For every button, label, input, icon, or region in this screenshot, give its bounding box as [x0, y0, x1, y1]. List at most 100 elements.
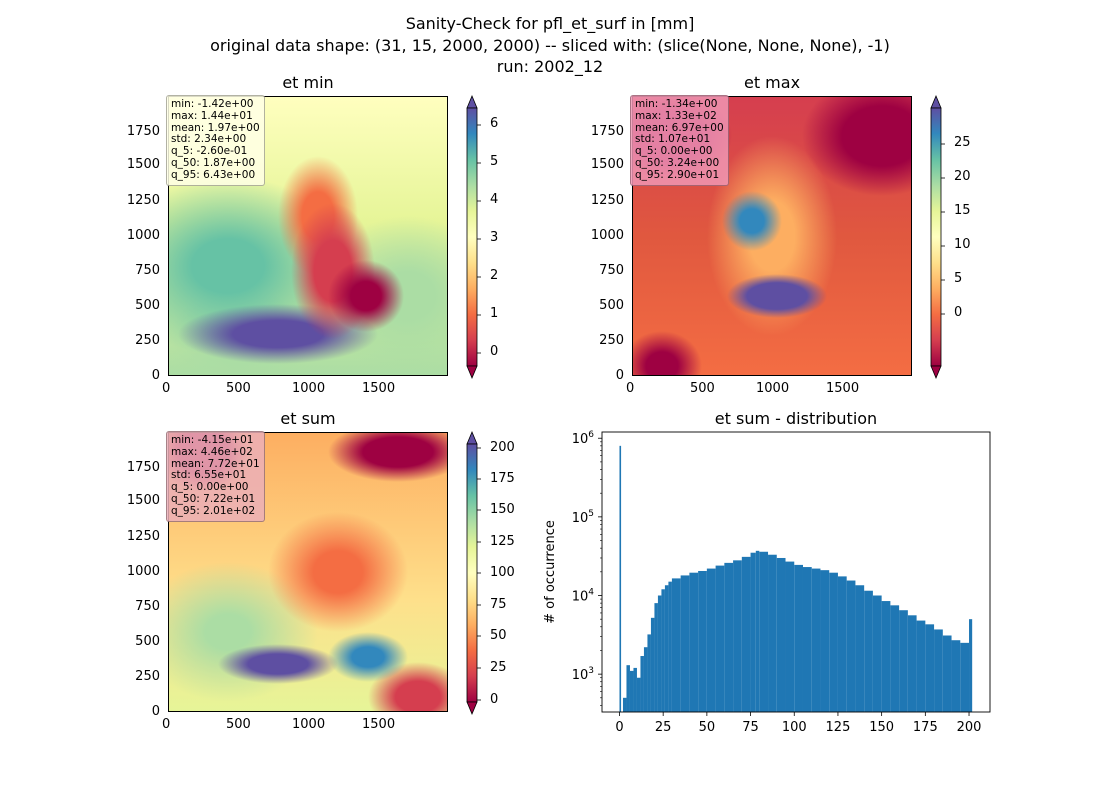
- stat-mean: mean: 7.72e+01: [171, 457, 260, 470]
- histogram-bar: [872, 595, 882, 712]
- histogram-bar: [640, 656, 644, 712]
- x-tick-label: 75: [742, 720, 759, 735]
- histogram-bar: [733, 560, 742, 712]
- stat-min: min: -1.42e+00: [171, 98, 254, 110]
- colorbar-et-max: [930, 94, 945, 380]
- stat-max: max: 1.44e+01: [171, 109, 253, 122]
- colorbar-tick: 50: [490, 628, 507, 643]
- y-tick: 1500: [126, 493, 160, 508]
- y-tick: 500: [135, 298, 160, 313]
- colorbar-tick: 20: [954, 169, 971, 184]
- y-tick: 1000: [126, 564, 160, 579]
- x-tick-label: 125: [826, 720, 851, 735]
- histogram-bar: [881, 601, 891, 712]
- stats-box-et-sum: min: -4.15e+01 max: 4.46e+02 mean: 7.72e…: [166, 431, 265, 522]
- x-tick: 1000: [292, 717, 326, 732]
- colorbar-tick: 200: [490, 440, 515, 455]
- colorbar-tick: 25: [490, 660, 507, 675]
- x-tick: 0: [162, 717, 171, 732]
- histogram-bar: [671, 578, 681, 712]
- stat-q95: q_95: 2.90e+01: [635, 168, 720, 181]
- colorbar-tick: 0: [490, 344, 499, 359]
- histogram-bar: [629, 670, 634, 712]
- x-tick-label: 0: [615, 720, 623, 735]
- figure-title-line1: Sanity-Check for pfl_et_surf in [mm]: [405, 14, 695, 33]
- histogram-bar: [934, 629, 943, 712]
- histogram-bar: [626, 665, 630, 712]
- x-tick-label: 175: [913, 720, 938, 735]
- colorbar-tick: 150: [490, 502, 515, 517]
- stat-std: std: 2.34e+00: [171, 133, 247, 146]
- histogram-bar: [837, 576, 847, 712]
- y-tick: 0: [151, 704, 160, 719]
- stat-mean: mean: 6.97e+00: [635, 121, 724, 134]
- histogram-bar: [689, 572, 699, 712]
- y-tick: 250: [599, 333, 624, 348]
- histogram-bar: [698, 570, 707, 712]
- stats-box-et-min: min: -1.42e+00 max: 1.44e+01 mean: 1.97e…: [166, 95, 265, 186]
- stat-max: max: 4.46e+02: [171, 445, 253, 458]
- histogram-bar: [890, 605, 900, 712]
- stat-q95: q_95: 6.43e+00: [171, 168, 256, 181]
- histogram-bar: [650, 617, 655, 712]
- y-tick: 1000: [590, 228, 624, 243]
- colorbar-tick: 175: [490, 471, 515, 486]
- y-tick: 500: [599, 298, 624, 313]
- histogram-bar: [619, 445, 622, 712]
- histogram-bar: [899, 610, 908, 712]
- stat-q50: q_50: 3.24e+00: [635, 156, 720, 169]
- x-tick-label: 150: [869, 720, 894, 735]
- y-tick: 1750: [126, 124, 160, 139]
- y-tick-label: 104: [572, 588, 595, 605]
- histogram-bar: [864, 590, 873, 712]
- x-tick: 0: [162, 381, 171, 396]
- stat-min: min: -1.34e+00: [635, 98, 718, 110]
- histogram-bar: [657, 595, 662, 712]
- histogram-bar: [802, 567, 812, 712]
- stat-q5: q_5: 0.00e+00: [635, 145, 713, 158]
- histogram-bar: [668, 581, 672, 712]
- histogram-bar: [654, 603, 658, 712]
- x-tick: 500: [226, 381, 251, 396]
- y-tick: 0: [615, 368, 624, 383]
- histogram-bar: [829, 572, 838, 712]
- y-tick: 500: [135, 634, 160, 649]
- panel-title-et-sum: et sum: [280, 409, 336, 428]
- histogram-bar: [724, 562, 734, 712]
- figure-title-line3: run: 2002_12: [496, 57, 604, 76]
- histogram-bar: [785, 561, 795, 712]
- panel-title-et-min: et min: [282, 73, 334, 92]
- x-tick: 1000: [292, 381, 326, 396]
- histogram-bar: [794, 564, 803, 712]
- y-tick: 1250: [126, 193, 160, 208]
- histogram-bar: [776, 557, 786, 712]
- histogram-bar: [916, 620, 926, 712]
- histogram-bar: [661, 589, 665, 712]
- colorbar-et-sum: [466, 430, 481, 716]
- y-tick: 1250: [126, 529, 160, 544]
- y-tick: 1750: [590, 124, 624, 139]
- histogram-bar: [969, 619, 973, 712]
- stat-min: min: -4.15e+01: [171, 434, 254, 446]
- histogram-bar: [633, 667, 637, 712]
- histogram-bar: [942, 635, 952, 712]
- colorbar-tick: 5: [490, 154, 499, 169]
- colorbar-tick: 0: [954, 305, 963, 320]
- histogram-bar: [750, 552, 756, 712]
- stat-q95: q_95: 2.01e+02: [171, 504, 256, 517]
- x-tick-label: 200: [957, 720, 982, 735]
- histogram-bar: [664, 585, 669, 712]
- histogram-bar: [741, 556, 751, 712]
- colorbar-tick: 1: [490, 306, 499, 321]
- colorbar-tick: 75: [490, 597, 507, 612]
- y-tick-label: 103: [572, 666, 594, 683]
- y-tick: 750: [599, 263, 624, 278]
- histogram-et-sum: et sum - distribution 0 25 50 75 100 125 150 175…: [543, 409, 991, 735]
- y-tick: 250: [135, 669, 160, 684]
- y-tick: 1250: [590, 193, 624, 208]
- y-tick-label: 106: [572, 430, 595, 447]
- x-tick: 0: [626, 381, 635, 396]
- colorbar-tick: 5: [954, 271, 963, 286]
- histogram-bar: [706, 568, 716, 712]
- panel-title-et-max: et max: [743, 73, 801, 92]
